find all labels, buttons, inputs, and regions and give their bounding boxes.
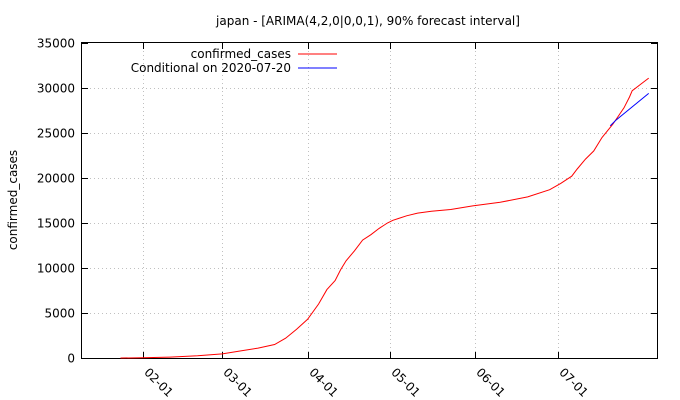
y-tick-label: 0	[67, 352, 75, 366]
y-tick-label: 30000	[37, 82, 75, 96]
y-tick-label: 5000	[44, 307, 75, 321]
x-tick-label: 05-01	[388, 365, 423, 400]
tick-layer: 0 5000 10000 15000 20000 25000 30000 35000 02-01…	[37, 37, 657, 400]
x-tick-label: 02-01	[141, 365, 176, 400]
y-tick-label: 25000	[37, 127, 75, 141]
plot-border	[81, 42, 658, 359]
x-tick-label: 07-01	[556, 365, 591, 400]
y-tick-label: 15000	[37, 217, 75, 231]
chart-title: japan - [ARIMA(4,2,0|0,0,1), 90% forecas…	[215, 14, 520, 28]
x-tick-label: 04-01	[306, 365, 341, 400]
legend-label: confirmed_cases	[191, 47, 291, 61]
series-line-confirmed-cases	[120, 77, 650, 359]
y-tick-label: 35000	[37, 37, 75, 51]
legend-label: Conditional on 2020-07-20	[131, 61, 291, 75]
series-line-conditional-forecast	[609, 93, 650, 127]
y-tick-label: 10000	[37, 262, 75, 276]
x-tick-label: 03-01	[220, 365, 255, 400]
series-layer	[120, 77, 650, 359]
grid-layer	[82, 43, 657, 358]
y-axis-label: confirmed_cases	[6, 150, 20, 250]
x-tick-label: 06-01	[473, 365, 508, 400]
y-tick-label: 20000	[37, 172, 75, 186]
